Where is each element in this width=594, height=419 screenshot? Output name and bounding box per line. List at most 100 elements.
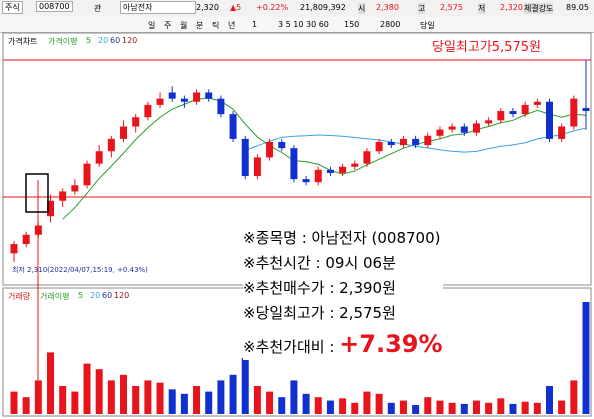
period-button[interactable]: 년 (228, 21, 236, 30)
volume-bar (217, 380, 225, 414)
ma-period: 20 (90, 291, 101, 300)
volume-bar (375, 393, 383, 414)
volume: 21,809,392 (300, 3, 346, 12)
overlay-line: ※추천시간 : 09시 06분 (243, 254, 396, 272)
volume-bar (266, 391, 274, 414)
candle-body (241, 138, 249, 177)
candle-body (95, 151, 103, 164)
button[interactable]: 관 (94, 4, 102, 13)
min-note: 최저 2,310(2022/04/07,15:19, +0.43%) (12, 266, 148, 274)
count[interactable]: 2800 (380, 20, 401, 29)
count[interactable]: 150 (344, 20, 360, 29)
volume-bar (570, 380, 578, 414)
candle-body (278, 141, 286, 149)
volume-bar (10, 391, 18, 414)
candle-body (326, 169, 334, 173)
volume-bar (436, 400, 444, 414)
period-button[interactable]: 틱 (212, 21, 220, 30)
rate: +0.22% (256, 3, 289, 12)
volume-bar (168, 389, 176, 414)
unit[interactable]: 1 (252, 20, 258, 29)
candle-body (144, 104, 152, 118)
volume-bar (314, 397, 322, 414)
volume-bar (412, 405, 420, 414)
candle-body (387, 141, 395, 146)
candle-body (533, 101, 541, 105)
panel-label: 가격이평 (48, 37, 78, 46)
volume-bar (278, 397, 286, 414)
volume-bar (363, 391, 371, 414)
volume-bar (253, 386, 261, 414)
today[interactable]: 당일 (420, 21, 435, 30)
candle-body (266, 141, 274, 158)
period-button[interactable]: 월 (180, 21, 188, 30)
strength: 89.05 (566, 3, 589, 12)
candle-body (485, 120, 493, 124)
candle-body (521, 104, 529, 115)
candle-body (107, 138, 115, 152)
label: 저 (478, 3, 486, 14)
candle-body (10, 244, 18, 254)
volume-bar (424, 397, 432, 414)
candle-body (290, 148, 298, 180)
candle-body (302, 179, 310, 183)
candle-body (582, 107, 590, 112)
volume-bar (326, 400, 334, 414)
overlay: ※종목명 : 아남전자 (008700) ※추천시간 : 09시 06분 ※추천… (243, 226, 443, 360)
high: 2,575 (440, 3, 463, 12)
candle-body (132, 117, 140, 127)
volume-bar (22, 397, 30, 414)
label: 고 (418, 3, 426, 14)
volume-bar (205, 391, 213, 414)
candle-body (193, 92, 201, 102)
minutes[interactable]: 3 5 10 30 60 (278, 20, 329, 29)
candle-body (570, 98, 578, 127)
candle-body (509, 111, 517, 115)
volume-bar (241, 358, 249, 414)
candle-body (472, 123, 480, 133)
candle-body (168, 92, 176, 99)
candle-body (399, 138, 407, 146)
candle-body (59, 191, 67, 201)
volume-bar (558, 400, 566, 414)
candle-body (34, 225, 42, 235)
period-button[interactable]: 일 (148, 21, 156, 30)
high-note: 당일최고가5,575원 (432, 40, 541, 55)
candle-body (497, 111, 505, 121)
code[interactable]: 008700 (36, 1, 73, 12)
change-value: +7.39% (339, 330, 443, 358)
volume-bar (71, 391, 79, 414)
volume-bar (95, 369, 103, 414)
period-button[interactable]: 분 (196, 21, 204, 30)
price: 2,320 (196, 3, 219, 12)
candle-body (180, 98, 188, 102)
volume-bar (120, 374, 128, 414)
candle-body (156, 98, 164, 105)
market[interactable]: 주식 (2, 1, 23, 14)
volume-bar (497, 398, 505, 414)
volume-bar (387, 402, 395, 414)
candle-body (83, 163, 91, 186)
volume-bar (290, 380, 298, 414)
volume-bar (509, 403, 517, 414)
period-button[interactable]: 주 (164, 21, 172, 30)
candle-body (71, 185, 79, 192)
volume-bar (582, 302, 590, 414)
overlay-line: ※추천매수가 : 2,390원 (243, 279, 396, 297)
volume-bar (485, 402, 493, 414)
panel-label: 거래량 (8, 292, 31, 301)
ma-period: 5 (86, 36, 92, 45)
volume-bar (339, 398, 347, 414)
candle-body (217, 98, 225, 115)
candle-body (22, 234, 30, 245)
volume-bar (521, 401, 529, 414)
candle-body (314, 169, 322, 183)
label: 시 (358, 3, 366, 14)
ma-period: 5 (78, 291, 84, 300)
volume-bar (59, 386, 67, 414)
volume-bar (156, 382, 164, 414)
volume-bar (47, 352, 55, 414)
ma-period: 60 (102, 291, 113, 300)
highlight-box (25, 173, 49, 213)
